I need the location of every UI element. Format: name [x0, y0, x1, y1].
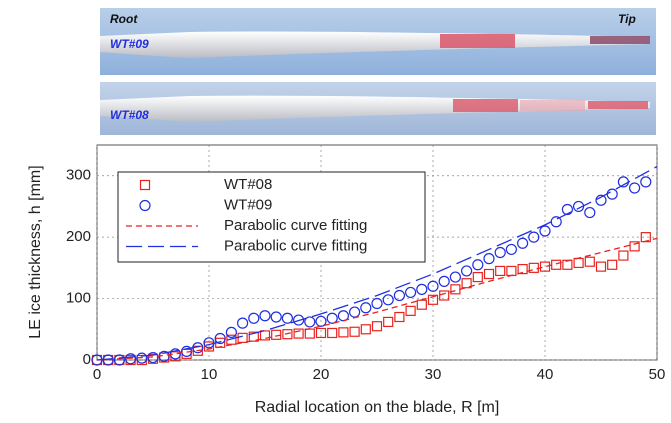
- circle-marker: [326, 312, 338, 324]
- square-marker: [495, 265, 506, 277]
- legend-label: WT#09: [224, 196, 272, 213]
- circle-marker: [360, 302, 372, 314]
- x-tick-label: 30: [425, 366, 442, 383]
- circle-marker: [472, 259, 484, 271]
- circle-marker: [125, 353, 137, 365]
- square-marker: [461, 278, 472, 289]
- square-marker: [383, 316, 394, 328]
- square-marker: [539, 261, 551, 272]
- circle-marker: [505, 243, 517, 256]
- legend-box: [117, 171, 426, 263]
- circle-marker: [237, 317, 249, 329]
- x-tick-label: 10: [201, 366, 218, 383]
- circle-marker: [315, 315, 327, 327]
- square-marker: [259, 330, 271, 341]
- photo-wt08: [100, 82, 656, 135]
- circle-marker: [393, 289, 405, 302]
- y-tick-label: 200: [66, 228, 91, 245]
- y-tick-label: 100: [66, 290, 91, 307]
- tip-label: Tip: [618, 12, 636, 26]
- circle-marker: [248, 312, 260, 324]
- x-tick-label: 20: [313, 366, 330, 383]
- fit-line: [96, 237, 658, 361]
- square-marker: [327, 327, 338, 339]
- circle-marker: [427, 280, 439, 292]
- circle-marker: [449, 271, 461, 283]
- circle-marker: [259, 310, 271, 322]
- circle-marker: [438, 275, 450, 287]
- circle-marker: [628, 182, 641, 194]
- square-marker: [371, 321, 383, 332]
- circle-marker: [595, 194, 607, 206]
- square-marker: [584, 256, 595, 267]
- legend-label: WT#08: [224, 176, 272, 193]
- circle-marker: [214, 332, 226, 345]
- legend-label: Parabolic curve fitting: [224, 237, 367, 254]
- square-marker: [607, 259, 618, 270]
- square-marker: [618, 250, 629, 261]
- legend-marker: [139, 199, 151, 212]
- blade-label: WT#08: [110, 108, 149, 122]
- x-tick-label: 40: [537, 366, 554, 383]
- photo-wt09: [100, 8, 656, 75]
- circle-marker: [225, 326, 237, 338]
- fit-line: [96, 165, 658, 361]
- square-marker: [360, 324, 371, 335]
- square-marker: [517, 263, 528, 275]
- circle-marker: [304, 316, 316, 328]
- circle-marker: [528, 231, 540, 243]
- y-tick-label: 0: [83, 351, 91, 368]
- circle-marker: [405, 286, 417, 299]
- x-tick-label: 0: [93, 366, 101, 383]
- root-label: Root: [110, 12, 138, 26]
- circle-marker: [371, 297, 383, 310]
- circle-marker: [416, 283, 428, 295]
- circle-marker: [136, 352, 148, 364]
- series: [91, 176, 652, 366]
- series: [96, 165, 658, 361]
- square-marker: [248, 331, 259, 342]
- circle-marker: [113, 354, 126, 366]
- circle-marker: [461, 265, 473, 277]
- square-marker: [595, 261, 607, 272]
- circle-marker: [293, 314, 305, 326]
- circle-marker: [516, 237, 529, 249]
- circle-marker: [382, 294, 394, 306]
- square-marker: [394, 311, 405, 323]
- circle-marker: [584, 206, 596, 219]
- square-marker: [293, 328, 304, 339]
- y-tick-label: 300: [66, 167, 91, 184]
- series: [96, 237, 658, 361]
- circle-marker: [640, 176, 652, 188]
- square-marker: [282, 329, 293, 340]
- circle-marker: [483, 253, 495, 265]
- circle-marker: [281, 312, 293, 324]
- blade-label: WT#09: [110, 37, 149, 51]
- square-marker: [629, 241, 640, 252]
- square-marker: [315, 327, 327, 339]
- square-marker: [562, 259, 573, 270]
- square-marker: [349, 326, 360, 337]
- y-axis-label: LE ice thickness, h [mm]: [27, 165, 44, 338]
- circle-marker: [494, 246, 506, 259]
- circle-marker: [539, 225, 551, 237]
- x-tick-label: 50: [649, 366, 666, 383]
- square-marker: [338, 327, 349, 338]
- square-marker: [483, 268, 495, 280]
- square-marker: [405, 305, 416, 316]
- square-marker: [472, 271, 483, 283]
- circle-marker: [337, 310, 349, 322]
- square-marker: [203, 341, 215, 352]
- circle-marker: [270, 311, 282, 323]
- legend-label: Parabolic curve fitting: [224, 217, 367, 234]
- x-axis-label: Radial location on the blade, R [m]: [255, 399, 500, 416]
- legend-marker: [139, 179, 151, 191]
- square-marker: [427, 294, 439, 305]
- square-marker: [439, 290, 450, 301]
